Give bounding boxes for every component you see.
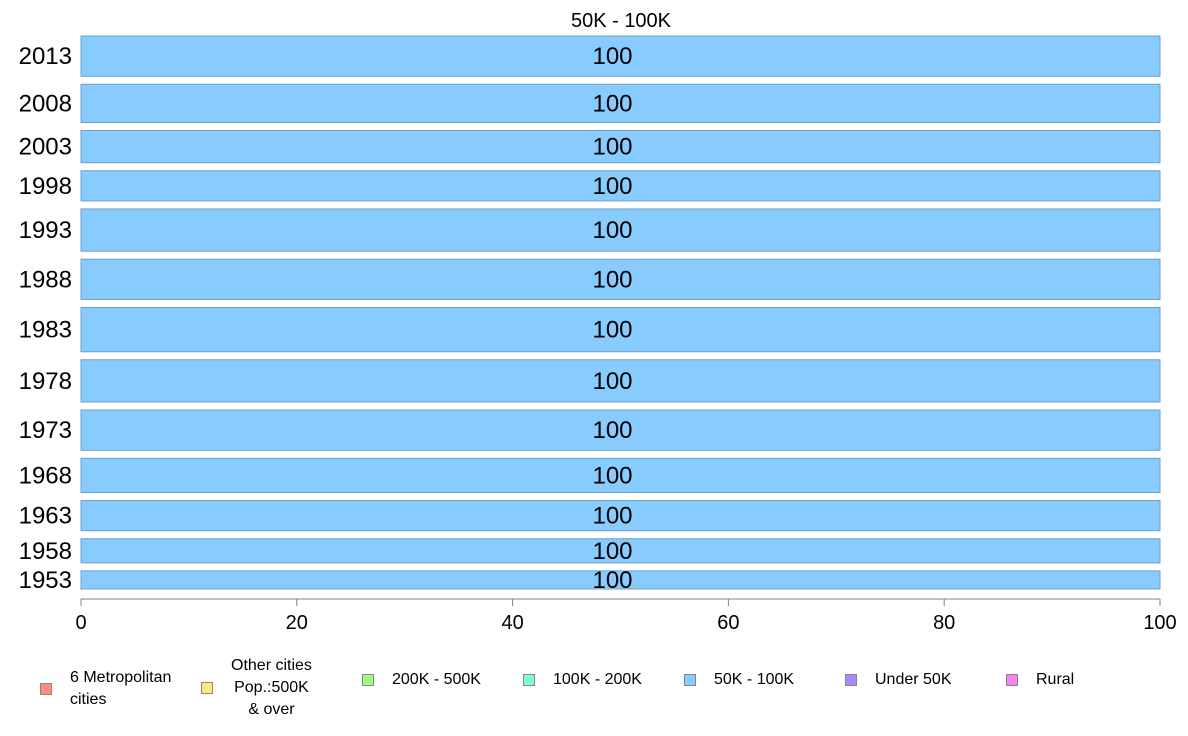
bar-value-label-1953: 100 (592, 567, 632, 594)
x-tick-label-0: 0 (75, 612, 86, 634)
bar-1983[interactable] (80, 306, 1161, 353)
legend-swatch-other-cities (201, 682, 213, 694)
bar-value-label-1968: 100 (592, 462, 632, 489)
bar-1973[interactable] (80, 409, 1161, 451)
legend-label-rural: Rural (1036, 671, 1075, 688)
bar-value-label-1993: 100 (592, 217, 632, 244)
y-tick-label-1973: 1973 (19, 417, 72, 444)
bar-1953[interactable] (80, 570, 1161, 590)
legend-label-6-metropolitan-cities: 6 Metropolitan cities (70, 669, 172, 708)
legend: 6 Metropolitan cities Other cities Pop.:… (0, 645, 1188, 725)
legend-label-50k-100k: 50K - 100K (714, 671, 795, 688)
legend-swatch-50k-100k (684, 674, 696, 686)
y-tick-label-2013: 2013 (19, 43, 72, 70)
bar-1958[interactable] (80, 538, 1161, 564)
bar-value-label-2003: 100 (592, 134, 632, 161)
legend-item-6-metropolitan-cities[interactable]: 6 Metropolitan cities (40, 667, 171, 711)
bar-value-label-1963: 100 (592, 503, 632, 530)
x-tick-label-100: 100 (1143, 612, 1176, 634)
bar-value-label-2013: 100 (592, 43, 632, 70)
legend-item-200k-500k[interactable]: 200K - 500K (362, 669, 481, 691)
bar-2013[interactable] (80, 35, 1161, 77)
bar-1988[interactable] (80, 258, 1161, 300)
y-tick-label-1968: 1968 (19, 462, 72, 489)
bar-1993[interactable] (80, 208, 1161, 252)
bar-value-label-1958: 100 (592, 538, 632, 565)
legend-label-100k-200k: 100K - 200K (553, 671, 642, 688)
legend-swatch-6-metropolitan-cities (40, 683, 52, 695)
y-tick-label-1988: 1988 (19, 266, 72, 293)
y-tick-label-2003: 2003 (19, 134, 72, 161)
bar-value-label-1998: 100 (592, 173, 632, 200)
x-tick-label-80: 80 (933, 612, 955, 634)
y-tick-label-1983: 1983 (19, 317, 72, 344)
y-tick-label-1963: 1963 (19, 503, 72, 530)
bar-1998[interactable] (80, 170, 1161, 202)
legend-label-200k-500k: 200K - 500K (392, 671, 481, 688)
legend-item-rural[interactable]: Rural (1006, 669, 1074, 691)
y-tick-label-group: 2013 2008 2003 1998 1993 1988 1983 1978 1973 1968… (19, 43, 72, 594)
x-tick-label-20: 20 (286, 612, 308, 634)
x-axis: 0 20 40 60 80 100 (75, 598, 1177, 634)
bar-value-label-1983: 100 (592, 317, 632, 344)
bar-1968[interactable] (80, 457, 1161, 494)
legend-swatch-200k-500k (362, 674, 374, 686)
legend-item-100k-200k[interactable]: 100K - 200K (523, 669, 642, 691)
x-tick-label-60: 60 (717, 612, 739, 634)
bar-1963[interactable] (80, 500, 1161, 532)
bar-2008[interactable] (80, 83, 1161, 124)
legend-item-other-cities[interactable]: Other cities Pop.:500K & over (201, 655, 312, 721)
bar-chart: 50K - 100K 10010010010010010010010010010… (19, 10, 1177, 634)
legend-label-under-50k: Under 50K (875, 671, 952, 688)
y-tick-label-1958: 1958 (19, 538, 72, 565)
y-tick-label-1998: 1998 (19, 173, 72, 200)
y-tick-label-1993: 1993 (19, 217, 72, 244)
bar-2003[interactable] (80, 130, 1161, 164)
legend-label-other-cities: Other cities Pop.:500K & over (231, 657, 312, 718)
legend-swatch-rural (1006, 674, 1018, 686)
legend-swatch-under-50k (845, 674, 857, 686)
bar-1978[interactable] (80, 359, 1161, 403)
legend-item-under-50k[interactable]: Under 50K (845, 669, 952, 691)
legend-item-50k-100k[interactable]: 50K - 100K (684, 669, 794, 691)
legend-swatch-100k-200k (523, 674, 535, 686)
y-tick-label-2008: 2008 (19, 90, 72, 117)
y-tick-label-1953: 1953 (19, 567, 72, 594)
bar-value-label-2008: 100 (592, 90, 632, 117)
bar-value-label-1973: 100 (592, 417, 632, 444)
chart-title: 50K - 100K (571, 10, 672, 32)
y-tick-label-1978: 1978 (19, 368, 72, 395)
bar-group (80, 35, 1161, 590)
bar-value-label-1988: 100 (592, 266, 632, 293)
bar-value-label-1978: 100 (592, 368, 632, 395)
x-tick-label-40: 40 (501, 612, 523, 634)
